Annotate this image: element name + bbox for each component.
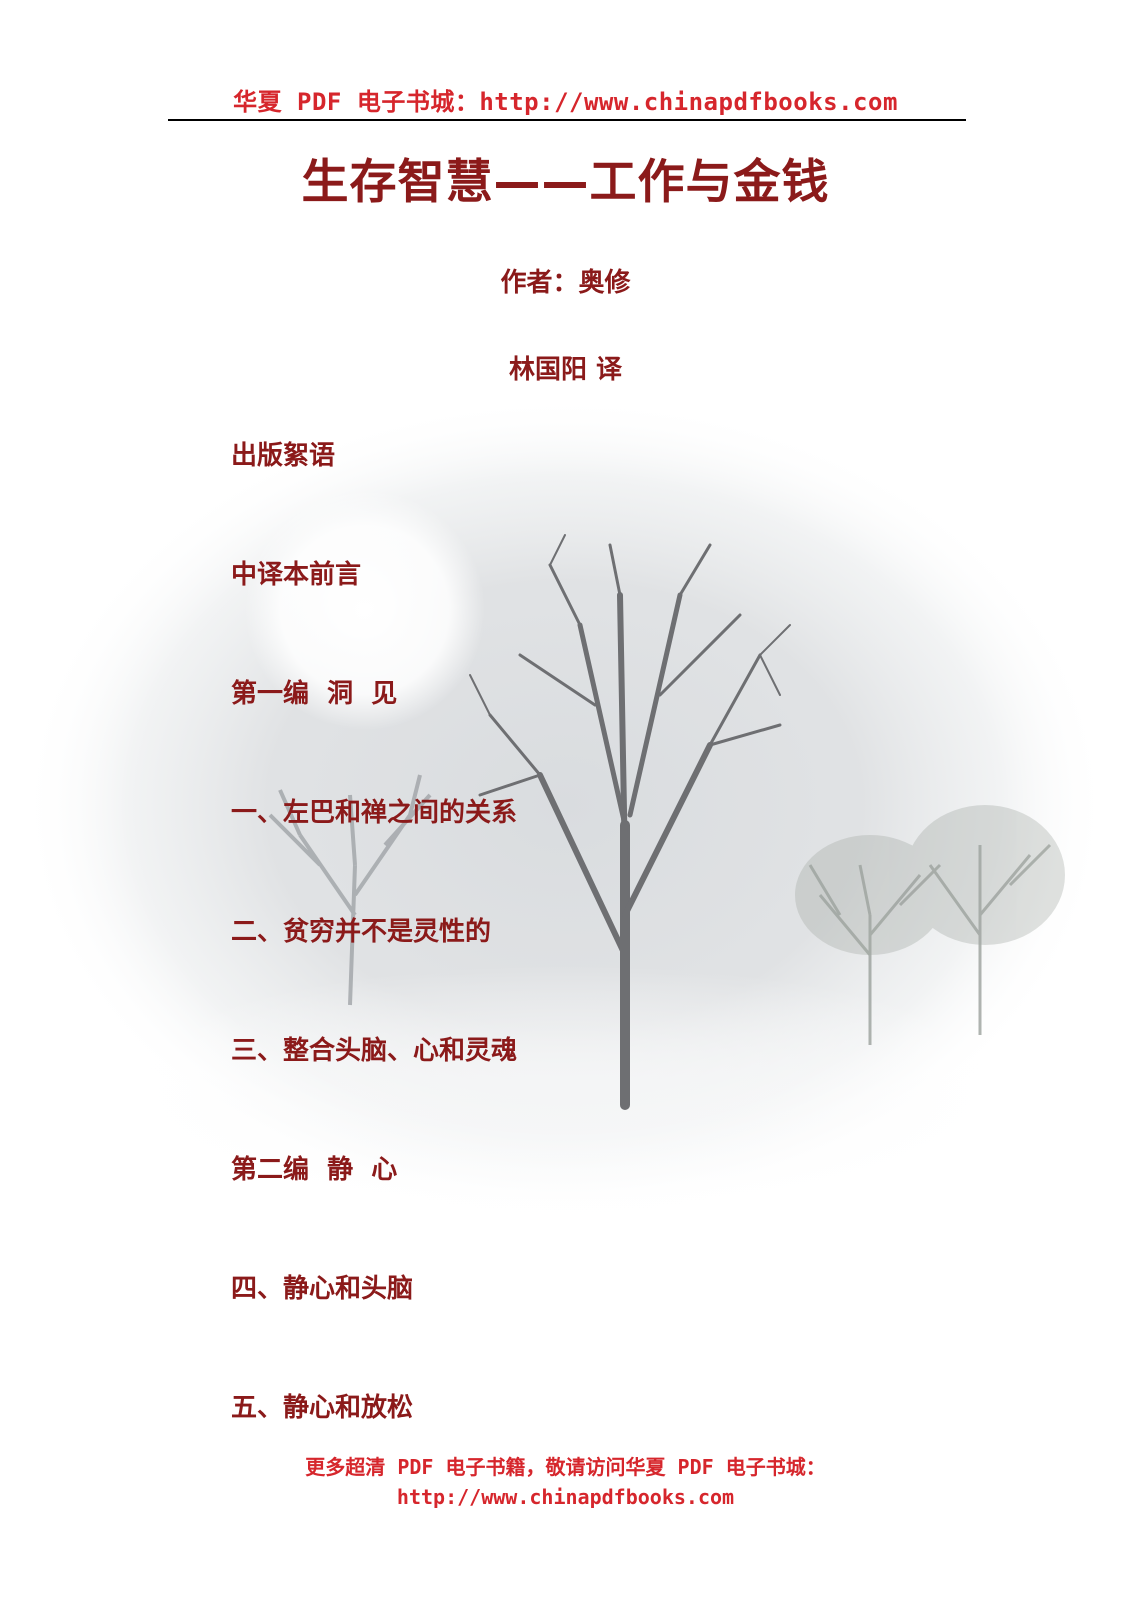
- header-rule: [168, 119, 966, 121]
- toc-item[interactable]: 五、静心和放松: [231, 1393, 414, 1423]
- toc-item[interactable]: 中译本前言: [231, 560, 362, 590]
- footer-promo-text: 更多超清 PDF 电子书籍，敬请访问华夏 PDF 电子书城：: [305, 1455, 826, 1479]
- toc-item[interactable]: 第一编 洞 见: [231, 679, 398, 709]
- header-site-link[interactable]: 华夏 PDF 电子书城：http://www.chinapdfbooks.com: [233, 88, 898, 116]
- winter-trees-image: [20, 395, 1110, 1215]
- author-line: 作者：奥修: [500, 268, 631, 298]
- toc-item[interactable]: 四、静心和头脑: [231, 1274, 414, 1304]
- translator-line: 林国阳 译: [508, 355, 623, 385]
- toc-item[interactable]: 三、整合头脑、心和灵魂: [231, 1036, 518, 1066]
- toc-item[interactable]: 二、贫穷并不是灵性的: [231, 917, 492, 947]
- toc-item[interactable]: 出版絮语: [231, 441, 336, 471]
- book-title: 生存智慧——工作与金钱: [301, 155, 830, 210]
- footer-site-link[interactable]: http://www.chinapdfbooks.com: [396, 1485, 735, 1509]
- table-of-contents: 出版絮语 中译本前言 第一编 洞 见 一、左巴和禅之间的关系 二、贫穷并不是灵性…: [231, 438, 517, 1509]
- toc-item[interactable]: 第二编 静 心: [231, 1155, 398, 1185]
- toc-item[interactable]: 一、左巴和禅之间的关系: [231, 798, 518, 828]
